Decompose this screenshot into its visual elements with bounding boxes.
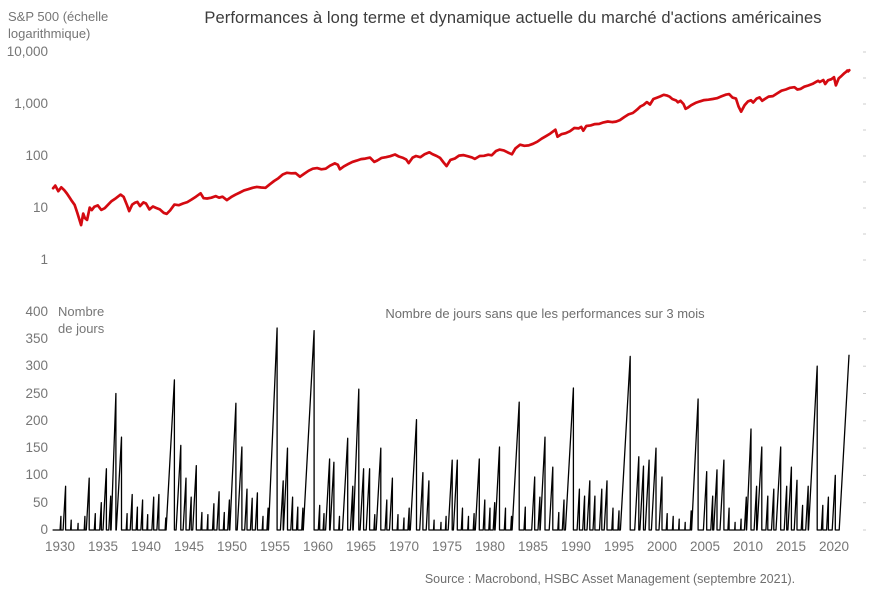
x-tick-label: 1950: [216, 539, 248, 554]
bottom-chart-annotation: Nombre de jours sans que les performance…: [385, 306, 705, 321]
x-tick-label: 1940: [130, 539, 162, 554]
top-y-tick-label: 1: [40, 252, 48, 267]
sp500-line-series: [51, 68, 851, 227]
x-tick-label: 1985: [517, 539, 549, 554]
bottom-y-tick-label: 350: [25, 330, 48, 346]
source-note: Source : Macrobond, HSBC Asset Managemen…: [424, 572, 796, 586]
x-tick-label: 1970: [388, 539, 420, 554]
bottom-y-tick-label: 50: [32, 494, 48, 510]
x-tick-label: 1930: [44, 539, 76, 554]
bottom-y-tick-label: 0: [40, 522, 48, 537]
x-tick-label: 2005: [689, 539, 721, 554]
bottom-y-axis-unit-label: Nombre de jours: [58, 303, 104, 337]
x-tick-label: 2010: [732, 539, 764, 554]
top-y-axis-unit-line2: logarithmique): [8, 26, 91, 41]
bottom-y-tick-label: 250: [25, 385, 48, 401]
x-tick-label: 1965: [345, 539, 377, 554]
x-tick-label: 1960: [302, 539, 334, 554]
bottom-y-axis-unit-line1: Nombre: [58, 304, 105, 319]
bottom-y-tick-label: 400: [25, 303, 48, 319]
bottom-y-axis-unit-line2: de jours: [58, 321, 105, 336]
top-y-tick-label: 10,000: [6, 44, 48, 59]
top-y-tick-label: 10: [32, 200, 48, 215]
x-tick-label: 1955: [259, 539, 291, 554]
x-tick-label: 2000: [646, 539, 678, 554]
top-y-tick-label: 1,000: [14, 96, 48, 111]
x-tick-label: 1945: [173, 539, 205, 554]
x-tick-label: 1975: [431, 539, 463, 554]
x-tick-label: 2020: [818, 539, 850, 554]
days-spike-series: [52, 327, 850, 531]
bottom-y-tick-label: 100: [25, 467, 48, 483]
x-tick-label: 1995: [603, 539, 635, 554]
x-tick-label: 1990: [560, 539, 592, 554]
x-tick-label: 2015: [775, 539, 807, 554]
x-tick-label: 1980: [474, 539, 506, 554]
top-y-axis-unit-label: S&P 500 (échelle logarithmique): [8, 8, 108, 42]
bottom-y-tick-label: 300: [25, 358, 48, 374]
x-tick-label: 1935: [87, 539, 119, 554]
page-title: Performances à long terme et dynamique a…: [204, 9, 822, 27]
bottom-y-tick-label: 200: [25, 412, 48, 428]
top-y-axis-unit-line1: S&P 500 (échelle: [8, 9, 109, 24]
bottom-y-tick-label: 150: [25, 440, 48, 456]
top-y-tick-label: 100: [25, 148, 48, 163]
